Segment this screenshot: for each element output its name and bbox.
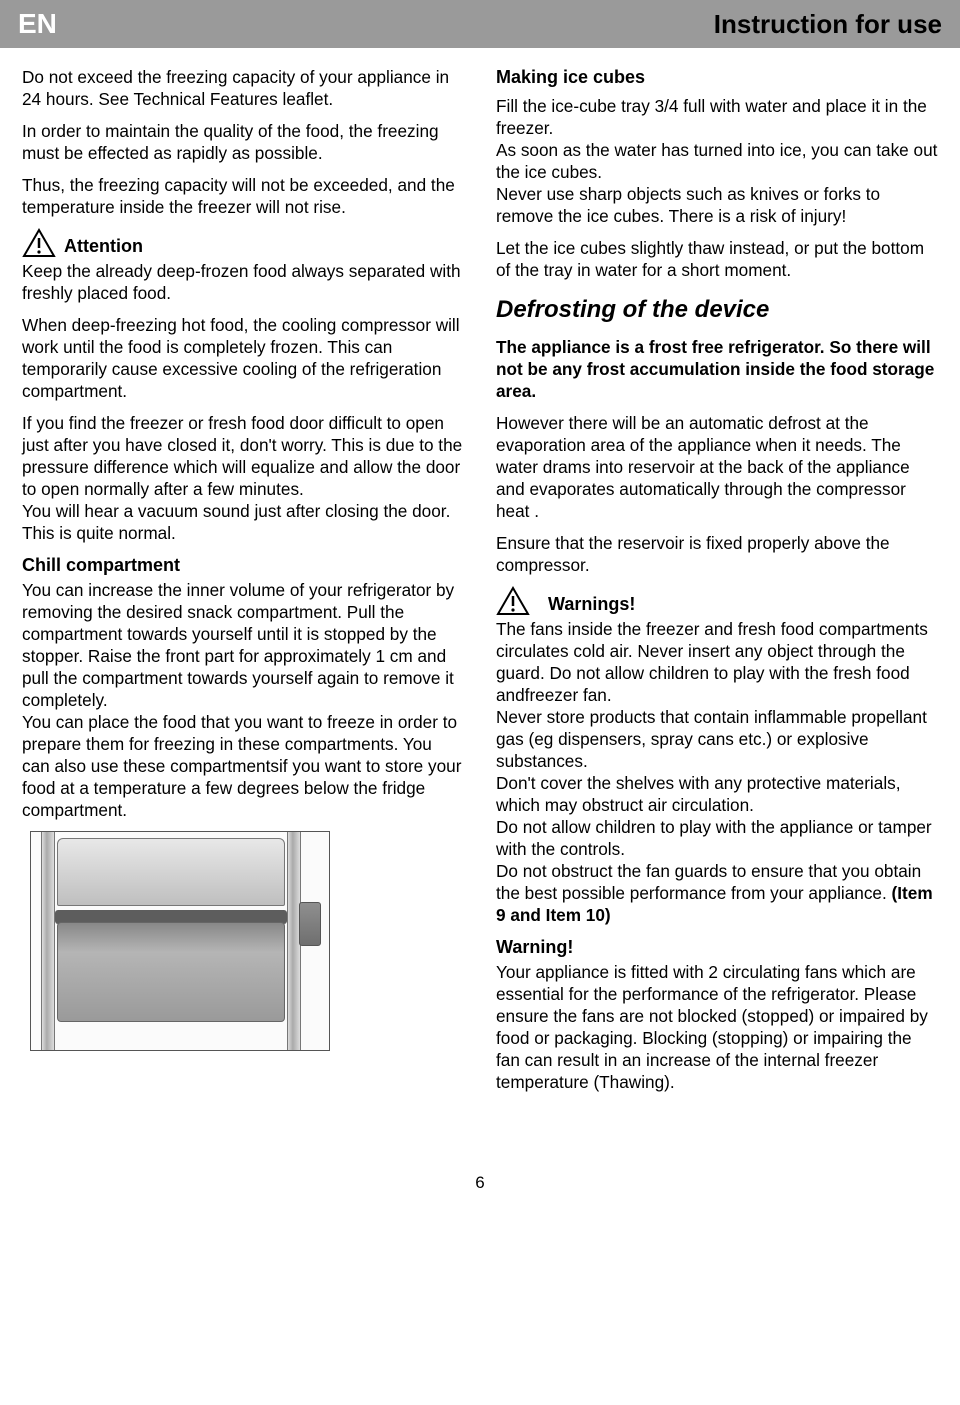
body-text: Keep the already deep-frozen food always… [22, 260, 464, 304]
figure-tray-upper [57, 838, 285, 906]
header-language: EN [18, 8, 57, 40]
warnings-heading: Warnings! [496, 586, 938, 616]
body-text: Do not exceed the freezing capacity of y… [22, 66, 464, 110]
page-content: Do not exceed the freezing capacity of y… [0, 66, 960, 1143]
body-text: As soon as the water has turned into ice… [496, 139, 938, 183]
attention-heading: Attention [22, 228, 464, 258]
body-text: You can increase the inner volume of you… [22, 579, 464, 711]
header-bar: EN Instruction for use [0, 0, 960, 48]
body-text: Your appliance is fitted with 2 circulat… [496, 961, 938, 1093]
warning-triangle-icon [496, 586, 530, 616]
figure-handle [299, 902, 321, 946]
chill-drawer-figure [30, 831, 330, 1051]
body-text: When deep-freezing hot food, the cooling… [22, 314, 464, 402]
warnings-label: Warnings! [548, 593, 635, 616]
body-text: In order to maintain the quality of the … [22, 120, 464, 164]
body-text: Never use sharp objects such as knives o… [496, 183, 938, 227]
body-text: Fill the ice-cube tray 3/4 full with wat… [496, 95, 938, 139]
body-text: You can place the food that you want to … [22, 711, 464, 821]
ice-cubes-heading: Making ice cubes [496, 66, 938, 89]
body-text: Do not obstruct the fan guards to ensure… [496, 860, 938, 926]
chill-compartment-heading: Chill compartment [22, 554, 464, 577]
left-column: Do not exceed the freezing capacity of y… [22, 66, 464, 1103]
figure-tray-lower [57, 922, 285, 1022]
body-text: If you find the freezer or fresh food do… [22, 412, 464, 500]
body-text-bold: The appliance is a frost free refrigerat… [496, 336, 938, 402]
body-text: Ensure that the reservoir is fixed prope… [496, 532, 938, 576]
warning-triangle-icon [22, 228, 56, 258]
page-number: 6 [0, 1143, 960, 1211]
body-text: Never store products that contain inflam… [496, 706, 938, 772]
body-text: However there will be an automatic defro… [496, 412, 938, 522]
right-column: Making ice cubes Fill the ice-cube tray … [496, 66, 938, 1103]
defrosting-heading: Defrosting of the device [496, 295, 938, 326]
body-text: Do not allow children to play with the a… [496, 816, 938, 860]
body-text: Let the ice cubes slightly thaw instead,… [496, 237, 938, 281]
attention-label: Attention [64, 235, 143, 258]
body-text: The fans inside the freezer and fresh fo… [496, 618, 938, 706]
body-text: Don't cover the shelves with any protect… [496, 772, 938, 816]
body-text-span: Do not obstruct the fan guards to ensure… [496, 861, 921, 903]
body-text: Thus, the freezing capacity will not be … [22, 174, 464, 218]
figure-rail [41, 832, 55, 1050]
body-text: You will hear a vacuum sound just after … [22, 500, 464, 544]
header-title: Instruction for use [714, 9, 942, 40]
warning-heading: Warning! [496, 936, 938, 959]
